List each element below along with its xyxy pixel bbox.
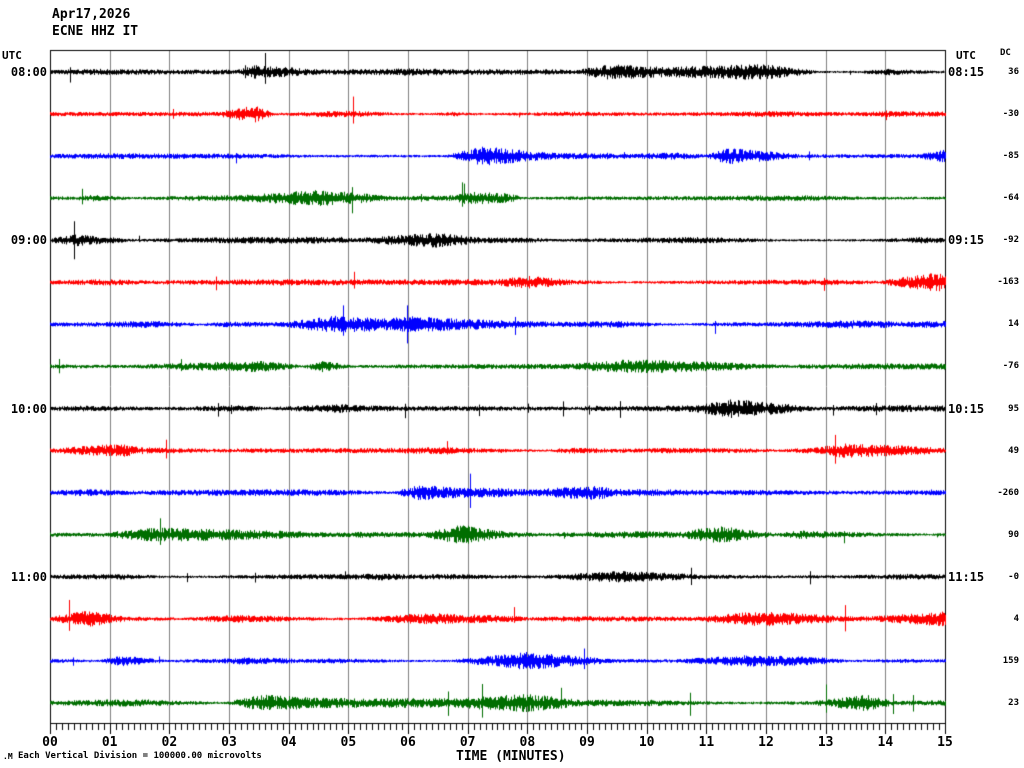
- watermark-glyph: .M: [3, 752, 13, 761]
- dc-value-row-6: -163: [997, 277, 1019, 288]
- dc-value-row-1: 36: [1008, 67, 1019, 77]
- utc-left-header: UTC: [2, 49, 22, 62]
- dc-value-row-10: 49: [1008, 445, 1019, 456]
- dc-value-row-14: 4: [1013, 613, 1019, 624]
- title-date: Apr17,2026: [52, 7, 131, 22]
- hour-label-left-1000: 10:00: [10, 401, 47, 416]
- dc-value-row-8: -76: [1002, 361, 1019, 372]
- dc-header: DC: [1000, 48, 1011, 58]
- hour-label-left-1100: 11:00: [10, 569, 47, 584]
- x-tick-label-06: 06: [400, 735, 416, 750]
- x-tick-label-14: 14: [877, 735, 894, 750]
- hour-label-right-0815: 08:15: [948, 65, 985, 79]
- dc-value-row-15: 159: [1002, 655, 1019, 666]
- vertical-division-note: Each Vertical Division = 100000.00 micro…: [18, 751, 262, 761]
- hour-label-left-0800: 08:00: [10, 65, 47, 79]
- dc-value-row-4: -64: [1002, 193, 1019, 204]
- dc-value-row-3: -85: [1002, 151, 1019, 162]
- x-tick-label-10: 10: [638, 735, 655, 750]
- utc-right-header: UTC: [956, 49, 976, 62]
- x-tick-label-15: 15: [937, 735, 953, 750]
- x-tick-label-00: 00: [42, 735, 58, 750]
- x-tick-label-12: 12: [758, 735, 774, 750]
- dc-value-row-11: -260: [997, 487, 1019, 498]
- dc-value-row-13: -0: [1008, 571, 1019, 582]
- hour-label-right-1015: 10:15: [948, 401, 985, 416]
- x-axis-label: TIME (MINUTES): [456, 749, 566, 764]
- title-station: ECNE HHZ IT: [52, 24, 139, 39]
- x-tick-label-04: 04: [280, 735, 297, 750]
- x-tick-label-13: 13: [817, 735, 834, 750]
- hour-label-left-0900: 09:00: [10, 233, 47, 248]
- x-tick-label-11: 11: [698, 735, 715, 750]
- x-tick-label-08: 08: [519, 735, 536, 750]
- x-tick-label-05: 05: [340, 735, 357, 750]
- dc-value-row-2: -30: [1002, 109, 1019, 120]
- hour-label-right-0915: 09:15: [948, 233, 985, 248]
- hour-label-right-1115: 11:15: [948, 569, 985, 584]
- dc-value-row-9: 95: [1008, 403, 1019, 414]
- dc-value-row-7: 14: [1008, 319, 1019, 330]
- x-tick-label-07: 07: [459, 735, 476, 750]
- dc-value-row-16: 23: [1008, 698, 1019, 708]
- x-tick-label-03: 03: [221, 735, 237, 750]
- x-tick-label-01: 01: [101, 735, 118, 750]
- dc-value-row-5: -92: [1002, 235, 1019, 246]
- dc-value-row-12: 90: [1008, 529, 1019, 540]
- x-tick-label-09: 09: [579, 735, 595, 750]
- x-tick-label-02: 02: [161, 735, 178, 750]
